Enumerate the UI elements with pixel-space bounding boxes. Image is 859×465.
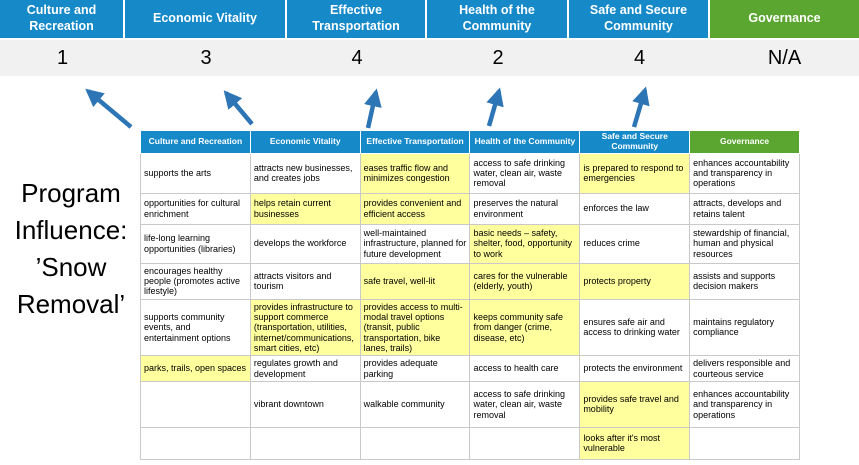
matrix-cell: assists and supports decision makers (689, 262, 800, 300)
matrix-cell: provides convenient and efficient access (359, 192, 471, 225)
matrix-cell-empty (359, 426, 471, 460)
matrix-cell: delivers responsible and courteous servi… (689, 355, 800, 382)
matrix-cell-empty (140, 380, 251, 428)
matrix-cell: provides safe travel and mobility (579, 380, 691, 428)
matrix-cell: ensures safe air and access to drinking … (579, 298, 691, 357)
program-label-line: ’Snow (35, 252, 107, 282)
matrix-cell: stewardship of financial, human and phys… (689, 223, 800, 264)
matrix-cell: vibrant downtown (249, 380, 361, 428)
matrix-cell: develops the workforce (249, 223, 361, 264)
matrix-cell: opportunities for cultural enrichment (140, 192, 251, 225)
score-value-effective-transportation: 4 (351, 46, 363, 69)
arrows-layer (85, 86, 650, 129)
scoreboard-header-row: Culture and Recreation Economic Vitality E… (0, 0, 859, 38)
matrix-cell: maintains regulatory compliance (689, 298, 800, 357)
matrix-cell: enforces the law (579, 192, 691, 225)
matrix-cell-empty (469, 426, 581, 460)
matrix-cell-empty (689, 426, 800, 460)
matrix-row: encourages healthy people (promotes acti… (140, 262, 800, 300)
matrix-header-health-of-the-community: Health of the Community (469, 130, 581, 154)
scoreboard-header-governance: Governance (710, 0, 859, 38)
scoreboard-header-economic-vitality: Economic Vitality (125, 0, 287, 38)
up-arrow-icon (223, 90, 254, 126)
matrix-cell: attracts new businesses, and creates job… (249, 152, 361, 194)
matrix-cell: supports community events, and entertain… (140, 298, 251, 357)
matrix-cell: access to safe drinking water, clean air… (469, 152, 581, 194)
matrix-cell: preserves the natural environment (469, 192, 581, 225)
program-influence-label: Program Influence: ’Snow Removal’ (0, 175, 142, 323)
matrix-row: life-long learning opportunities (librar… (140, 223, 800, 264)
matrix-cell: enhances accountability and transparency… (689, 152, 800, 194)
score-value-safe-and-secure-community: 4 (633, 46, 646, 69)
matrix-cell: basic needs – safety, shelter, food, opp… (469, 223, 581, 264)
matrix-cell: reduces crime (579, 223, 691, 264)
scoreboard-header-safe-and-secure-community: Safe and Secure Community (569, 0, 710, 38)
program-label-line: Influence: (14, 215, 128, 245)
matrix-header-effective-transportation: Effective Transportation (359, 130, 471, 154)
matrix-row: supports community events, and entertain… (140, 298, 800, 357)
matrix-cell: keeps community safe from danger (crime,… (469, 298, 581, 357)
matrix-row: parks, trails, open spaces regulates grow… (140, 355, 800, 382)
matrix-cell: well-maintained infrastructure, planned … (359, 223, 471, 264)
matrix-header-safe-and-secure-community: Safe and Secure Community (579, 130, 691, 154)
matrix-cell: attracts, develops and retains talent (689, 192, 800, 225)
matrix-cell: regulates growth and development (249, 355, 361, 382)
score-value-culture-and-recreation: 1 (56, 46, 69, 69)
up-arrow-icon (364, 88, 382, 129)
matrix-cell: looks after it's most vulnerable (579, 426, 691, 460)
score-value-health-of-the-community: 2 (492, 46, 504, 69)
matrix-cell: protects the environment (579, 355, 691, 382)
matrix-row: opportunities for cultural enrichment hel… (140, 192, 800, 225)
matrix-cell: provides adequate parking (359, 355, 471, 382)
score-value-governance: N/A (767, 46, 802, 69)
matrix-cell-empty (140, 426, 251, 460)
matrix-cell: cares for the vulnerable (elderly, youth… (469, 262, 581, 300)
score-value-economic-vitality: 3 (200, 46, 212, 69)
influence-matrix: Culture and Recreation Economic Vitality E… (140, 130, 800, 460)
program-label-line: Removal’ (16, 289, 126, 319)
scoreboard-header-culture-and-recreation: Culture and Recreation (0, 0, 125, 38)
scoreboard-score-row: 1 3 4 2 4 N/A (0, 40, 859, 76)
matrix-row: supports the arts attracts new businesses… (140, 152, 800, 194)
matrix-cell: encourages healthy people (promotes acti… (140, 262, 251, 300)
matrix-cell: helps retain current businesses (249, 192, 361, 225)
program-label-line: Program (21, 178, 121, 208)
matrix-cell: access to health care (469, 355, 581, 382)
matrix-header-row: Culture and Recreation Economic Vitality E… (140, 130, 800, 154)
matrix-header-governance: Governance (689, 130, 800, 154)
matrix-cell: supports the arts (140, 152, 251, 194)
matrix-cell: parks, trails, open spaces (140, 355, 251, 382)
matrix-cell: access to safe drinking water, clean air… (469, 380, 581, 428)
matrix-row: vibrant downtown walkable community access… (140, 380, 800, 428)
matrix-cell: protects property (579, 262, 691, 300)
scoreboard-header-effective-transportation: Effective Transportation (287, 0, 427, 38)
matrix-cell: attracts visitors and tourism (249, 262, 361, 300)
matrix-row: looks after it's most vulnerable (140, 426, 800, 460)
matrix-cell: safe travel, well-lit (359, 262, 471, 300)
matrix-header-culture-and-recreation: Culture and Recreation (140, 130, 251, 154)
up-arrow-icon (631, 86, 650, 128)
matrix-cell-empty (249, 426, 361, 460)
matrix-cell: walkable community (359, 380, 471, 428)
matrix-cell: is prepared to respond to emergencies (579, 152, 691, 194)
scoreboard-header-health-of-the-community: Health of the Community (427, 0, 569, 38)
up-arrow-icon (85, 88, 133, 129)
up-arrow-icon (486, 87, 504, 127)
matrix-header-economic-vitality: Economic Vitality (249, 130, 361, 154)
matrix-cell: eases traffic flow and minimizes congest… (359, 152, 471, 194)
matrix-cell: provides infrastructure to support comme… (249, 298, 361, 357)
matrix-cell: life-long learning opportunities (librar… (140, 223, 251, 264)
matrix-cell: provides access to multi-modal travel op… (359, 298, 471, 357)
matrix-cell: enhances accountability and transparency… (689, 380, 800, 428)
